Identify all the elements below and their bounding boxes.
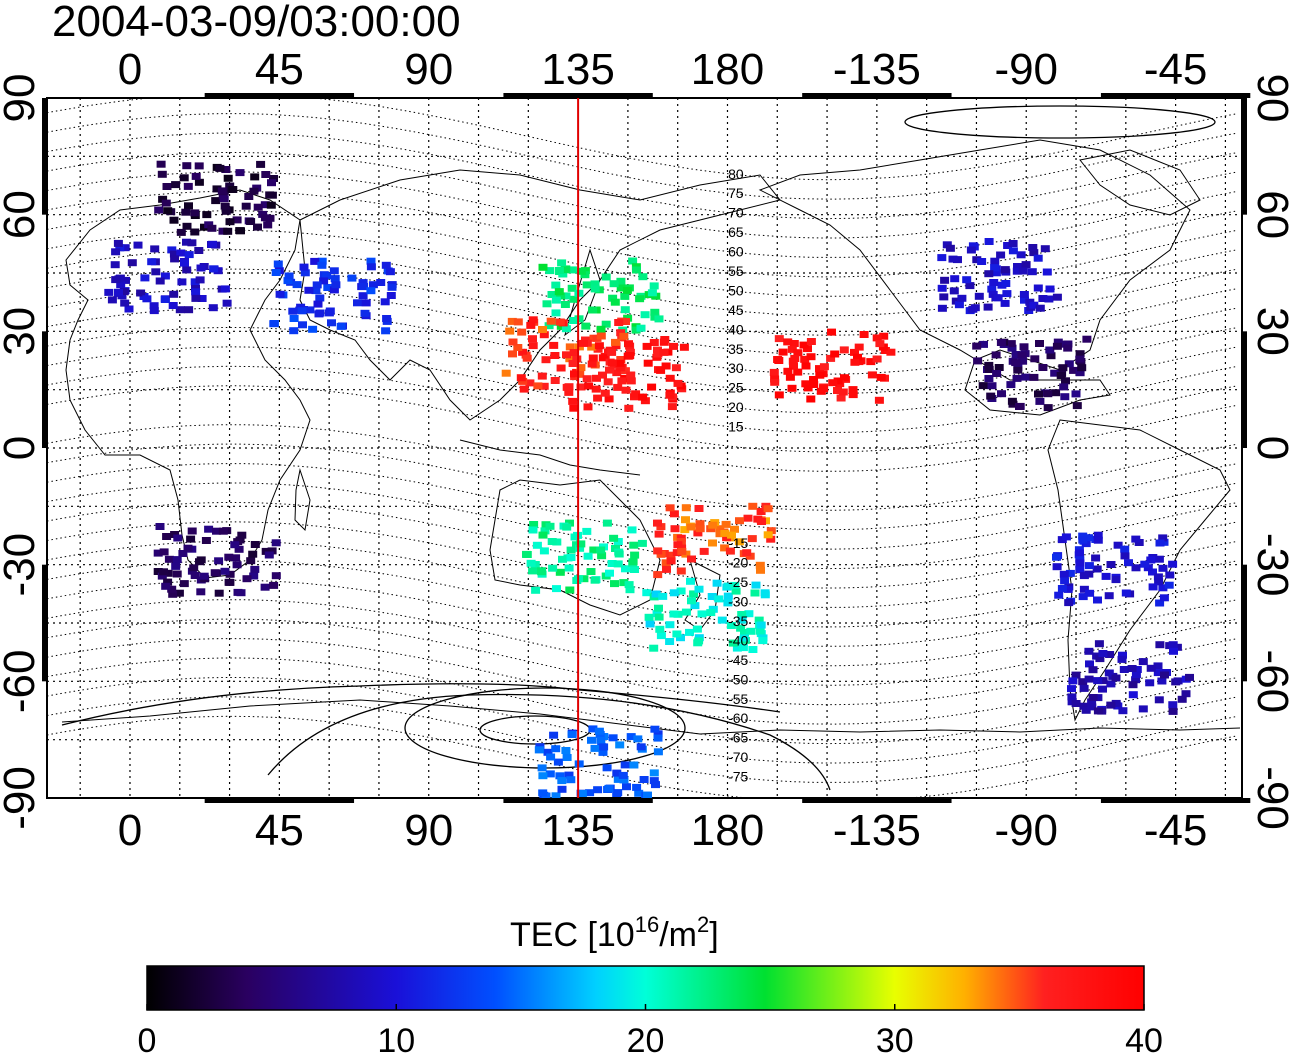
y-tick-label-right: -90 (1248, 766, 1292, 830)
tec-patch (653, 502, 776, 579)
y-tick-label-left: 90 (0, 74, 44, 123)
mlat-contour-label: 45 (728, 302, 744, 318)
x-tick-label-top: 45 (255, 45, 304, 94)
mlat-contour-label: 75 (728, 185, 744, 201)
x-tick-label-bottom: 0 (118, 806, 142, 855)
tec-patch (269, 257, 397, 335)
colorbar-tick-label: 20 (627, 1022, 665, 1057)
mlat-contour-label: -30 (728, 594, 748, 610)
y-tick-label-right: 30 (1248, 307, 1292, 356)
mlat-contour-label: 50 (728, 282, 744, 298)
y-tick-label-left: -90 (0, 766, 44, 830)
tec-data-layer (104, 160, 1194, 798)
tec-patch (1052, 531, 1178, 607)
mlat-contour-label: -20 (728, 555, 748, 571)
y-tick-label-right: -30 (1248, 533, 1292, 597)
tec-patch (154, 160, 278, 236)
y-tick-label-right: 60 (1248, 190, 1292, 239)
map-title: 2004-03-09/03:00:00 (52, 0, 461, 46)
mlat-contour-label: 25 (728, 380, 744, 396)
x-tick-label-top: -90 (994, 45, 1058, 94)
x-tick-label-bottom: 90 (404, 806, 453, 855)
mlat-contour-label: 30 (728, 360, 744, 376)
tec-patch (104, 238, 232, 315)
tec-patch (937, 238, 1062, 315)
mlat-contour-label: 35 (728, 341, 744, 357)
x-tick-label-bottom: -135 (833, 806, 921, 855)
colorbar-title: TEC [1016/m2] (510, 912, 719, 954)
y-tick-label-left: 30 (0, 307, 44, 356)
mlat-contour-label: -40 (728, 632, 748, 648)
coastlines (61, 139, 1241, 735)
tec-patch (534, 725, 663, 798)
tec-patch (522, 519, 647, 594)
y-tick-label-left: 60 (0, 190, 44, 239)
mlat-contour-label: -50 (728, 671, 748, 687)
x-tick-label-top: 90 (404, 45, 453, 94)
mlat-contour-label: -60 (728, 710, 748, 726)
mlat-contour-label: -70 (728, 749, 748, 765)
mlat-contour-label: 80 (728, 166, 744, 182)
mlat-contour-label: -35 (728, 613, 748, 629)
tec-patch (153, 523, 281, 598)
mlat-contour-label: 70 (728, 205, 744, 221)
x-tick-label-bottom: 45 (255, 806, 304, 855)
tec-patch (1067, 640, 1194, 715)
mlat-contour-label: -55 (728, 691, 748, 707)
colorbar-tick-label: 10 (377, 1022, 415, 1057)
x-tick-label-top: 0 (118, 45, 142, 94)
mlat-contour-label: 15 (728, 419, 744, 435)
tec-patch (972, 335, 1092, 412)
y-tick-label-left: -30 (0, 533, 44, 597)
axis-tick-bars (42, 93, 1251, 803)
tec-patch (562, 336, 689, 412)
mlat-contour-label: 20 (728, 399, 744, 415)
x-tick-label-bottom: 180 (691, 806, 764, 855)
x-tick-label-bottom: -45 (1144, 806, 1208, 855)
mlat-contour-label: 65 (728, 224, 744, 240)
tec-patch (769, 328, 896, 404)
x-tick-label-bottom: -90 (994, 806, 1058, 855)
y-tick-label-right: 90 (1248, 74, 1292, 123)
y-tick-label-left: -60 (0, 650, 44, 714)
x-tick-label-top: 135 (541, 45, 614, 94)
colorbar-tick-label: 30 (876, 1022, 914, 1057)
y-tick-label-left: 0 (0, 436, 44, 460)
mlat-contour-label: -15 (728, 535, 748, 551)
y-tick-label-right: 0 (1248, 436, 1292, 460)
mlat-contour-label: -65 (728, 730, 748, 746)
x-tick-label-top: 180 (691, 45, 764, 94)
mlat-contour-label: 40 (728, 321, 744, 337)
y-tick-label-right: -60 (1248, 650, 1292, 714)
x-tick-label-top: -45 (1144, 45, 1208, 94)
mlat-contour-label: -25 (728, 574, 748, 590)
x-tick-label-bottom: 135 (541, 806, 614, 855)
mlat-contour-label: -45 (728, 652, 748, 668)
x-tick-label-top: -135 (833, 45, 921, 94)
tec-patch (642, 577, 770, 653)
colorbar-tick-label: 40 (1125, 1022, 1163, 1057)
mlat-contour-label: 60 (728, 244, 744, 260)
mlat-contour-label: 55 (728, 263, 744, 279)
colorbar-tick-label: 0 (138, 1022, 157, 1057)
colorbar (146, 965, 1145, 1011)
mlat-contour-label: -75 (728, 769, 748, 785)
